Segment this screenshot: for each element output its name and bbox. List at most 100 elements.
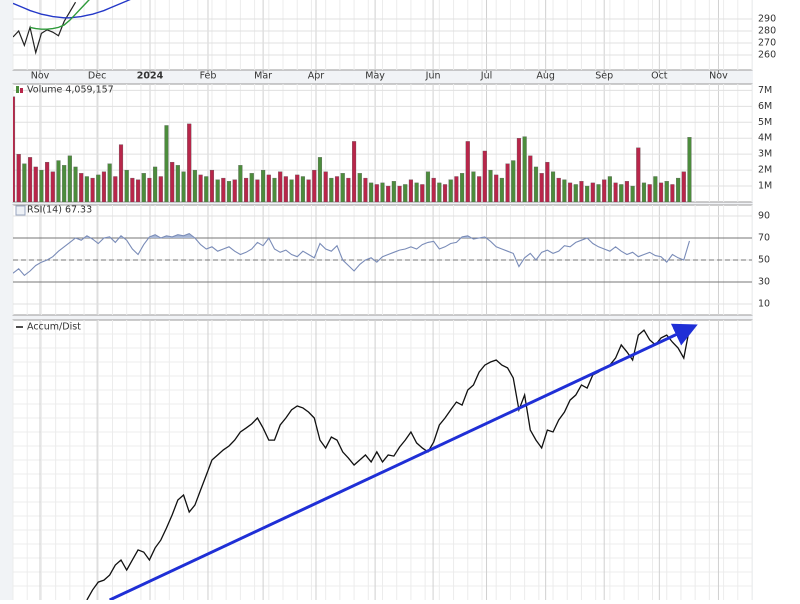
volume-bar xyxy=(209,169,215,202)
volume-bar xyxy=(79,173,84,202)
volume-bar xyxy=(380,182,385,202)
y-tick-label: 2M xyxy=(758,165,772,176)
volume-bar xyxy=(681,171,686,202)
volume-bar xyxy=(420,184,425,202)
volume-bar xyxy=(306,179,311,202)
volume-bar xyxy=(414,182,419,202)
volume-bar xyxy=(607,176,612,202)
volume-bar xyxy=(511,160,516,202)
volume-bar xyxy=(340,173,345,202)
y-tick-label: 70 xyxy=(758,233,770,244)
volume-bar xyxy=(39,169,44,202)
volume-bar xyxy=(289,179,294,202)
volume-bar xyxy=(346,177,351,202)
volume-bar xyxy=(118,144,124,202)
volume-bar xyxy=(175,165,180,202)
volume-bar xyxy=(187,123,192,202)
y-tick-label: 6M xyxy=(758,101,772,112)
y-tick-label: 1M xyxy=(758,181,772,192)
volume-bar xyxy=(562,179,567,202)
volume-bar xyxy=(192,169,197,202)
volume-bar xyxy=(522,136,527,202)
volume-bar xyxy=(226,181,232,202)
volume-bar xyxy=(670,184,675,202)
volume-bar xyxy=(590,182,595,202)
volume-bar xyxy=(266,174,271,202)
y-tick-label: 4M xyxy=(758,133,772,144)
volume-bar xyxy=(215,179,220,202)
ad-line xyxy=(86,328,691,600)
volume-bar xyxy=(113,176,118,202)
x-tick-label: Sep xyxy=(595,71,613,82)
volume-bar xyxy=(153,166,158,202)
volume-bar xyxy=(334,176,340,202)
volume-bar xyxy=(386,185,391,202)
y-tick-label: 5M xyxy=(758,117,772,128)
volume-bar xyxy=(658,182,664,202)
volume-bar xyxy=(613,182,618,202)
volume-bar xyxy=(636,147,641,202)
volume-bar xyxy=(550,171,556,202)
volume-icon xyxy=(20,88,23,93)
volume-bar xyxy=(596,184,601,202)
volume-bar xyxy=(141,173,146,202)
volume-bar xyxy=(124,169,129,202)
volume-bar xyxy=(232,179,237,202)
volume-bar xyxy=(13,96,16,202)
y-tick-label: 50 xyxy=(758,255,770,266)
volume-bar xyxy=(22,163,27,202)
volume-bar xyxy=(397,185,402,202)
volume-bar xyxy=(107,163,112,202)
x-tick-label: Mar xyxy=(254,71,272,82)
volume-bar xyxy=(221,177,226,202)
x-tick-label: Apr xyxy=(308,71,325,82)
volume-bar xyxy=(676,177,681,202)
volume-bar xyxy=(687,137,692,202)
volume-bar xyxy=(619,184,624,202)
volume-bar xyxy=(272,177,277,202)
volume-bar xyxy=(181,171,186,202)
labels: Volume 4,059,157 RSI(14) 67.33 Accum/Dis… xyxy=(15,13,776,333)
x-tick-label: Oct xyxy=(651,71,668,82)
volume-bar xyxy=(664,181,669,202)
volume-bar xyxy=(624,181,629,202)
volume-bar xyxy=(425,171,431,202)
volume-bar xyxy=(323,171,328,202)
volume-bar xyxy=(477,176,482,202)
y-tick-label: 280 xyxy=(758,25,776,36)
y-tick-label: 3M xyxy=(758,149,772,160)
volume-bar xyxy=(630,185,635,202)
volume-bar xyxy=(448,179,453,202)
grid xyxy=(12,0,753,600)
y-tick-label: 290 xyxy=(758,13,776,24)
volume-bar xyxy=(369,182,374,202)
y-tick-label: 10 xyxy=(758,299,770,310)
volume-bar xyxy=(147,177,152,202)
x-tick-label: Nov xyxy=(31,71,50,82)
x-tick-label: Dec xyxy=(88,71,106,82)
volume-bar xyxy=(62,165,67,202)
volume-bar xyxy=(45,161,50,202)
volume-group xyxy=(13,96,692,202)
volume-bar xyxy=(261,169,266,202)
price-group xyxy=(13,0,131,55)
x-tick-label: Jun xyxy=(425,71,441,82)
x-tick-label: Feb xyxy=(200,71,217,82)
volume-bar xyxy=(96,174,101,202)
price-line xyxy=(29,0,90,30)
volume-bar xyxy=(585,185,590,202)
x-tick-label: Jul xyxy=(480,71,492,82)
volume-bar xyxy=(352,141,357,202)
volume-bar xyxy=(494,174,499,202)
rsi-icon xyxy=(15,205,26,216)
marks xyxy=(13,0,752,600)
volume-bar xyxy=(437,182,442,202)
volume-bar xyxy=(653,176,658,202)
volume-bar xyxy=(50,171,55,202)
volume-bar xyxy=(130,177,135,202)
x-tick-label: Nov xyxy=(709,71,728,82)
price-line xyxy=(13,1,77,55)
volume-bar xyxy=(408,179,413,202)
volume-bar xyxy=(136,179,141,202)
